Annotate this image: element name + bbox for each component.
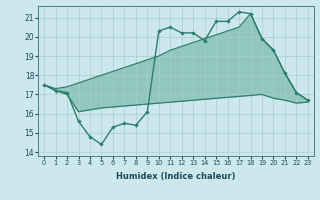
X-axis label: Humidex (Indice chaleur): Humidex (Indice chaleur) (116, 172, 236, 181)
